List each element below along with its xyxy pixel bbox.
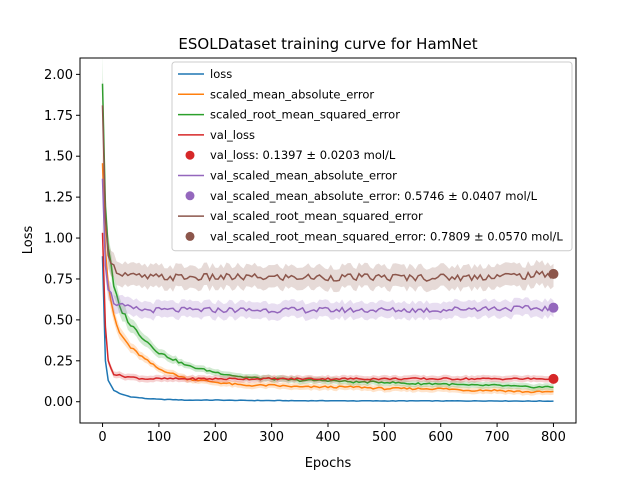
y-axis-label: Loss: [21, 226, 36, 255]
legend-marker-swatch: [185, 150, 195, 160]
series-line-5: [101, 105, 554, 283]
legend-marker-swatch: [185, 231, 195, 241]
series-band-5: [102, 79, 554, 293]
legend-label: scaled_mean_absolute_error: [210, 87, 374, 101]
final-point-marker-1: [548, 302, 559, 313]
y-tick-label: 1.00: [44, 232, 73, 247]
legend-label: val_loss: 0.1397 ± 0.0203 mol/L: [210, 148, 396, 162]
x-tick-label: 300: [259, 430, 284, 445]
legend-marker-swatch: [185, 191, 195, 201]
legend-label: val_scaled_mean_absolute_error: 0.5746 ±…: [210, 189, 538, 203]
series-line-0: [101, 256, 554, 403]
legend-label: scaled_root_mean_squared_error: [210, 108, 400, 122]
x-tick-label: 100: [146, 430, 171, 445]
final-point-marker-2: [548, 268, 559, 279]
x-tick-label: 600: [428, 430, 453, 445]
final-point-marker-0: [548, 373, 559, 384]
x-tick-label: 0: [98, 430, 106, 445]
y-tick-label: 1.25: [44, 191, 73, 206]
legend-frame: [171, 61, 573, 252]
legend: loss scaled_mean_absolute_error scaled_roo…: [171, 61, 573, 252]
y-axis: 0.00 0.25 0.50 0.75 1.00 1.25 1.50 1.75 2.00: [44, 68, 80, 410]
legend-label: val_scaled_root_mean_squared_error: [210, 209, 423, 223]
series-line-1: [101, 163, 554, 394]
y-tick-label: 1.50: [44, 150, 73, 165]
legend-label: val_scaled_mean_absolute_error: [210, 169, 397, 183]
legend-label: loss: [210, 67, 232, 81]
legend-label: val_scaled_root_mean_squared_error: 0.78…: [210, 229, 563, 243]
y-tick-label: 0.75: [44, 272, 73, 287]
series-line-4: [101, 178, 554, 314]
series-line-2: [101, 83, 554, 389]
x-tick-label: 400: [316, 430, 341, 445]
y-tick-label: 1.75: [44, 109, 73, 124]
series-band-4: [102, 158, 554, 321]
chart-title: ESOLDataset training curve for HamNet: [178, 35, 477, 53]
legend-label: val_loss: [210, 128, 255, 142]
y-tick-label: 2.00: [44, 68, 73, 83]
x-tick-label: 700: [485, 430, 510, 445]
y-tick-label: 0.00: [44, 395, 73, 410]
x-tick-label: 200: [203, 430, 228, 445]
x-tick-label: 500: [372, 430, 397, 445]
plot-area: [101, 58, 554, 403]
series-line-3: [101, 232, 554, 381]
x-axis: 0 100 200 300 400 500 600 700 800: [98, 423, 566, 445]
x-axis-label: Epochs: [305, 456, 352, 471]
y-tick-label: 0.25: [44, 354, 73, 369]
y-tick-label: 0.50: [44, 313, 73, 328]
x-tick-label: 800: [541, 430, 566, 445]
